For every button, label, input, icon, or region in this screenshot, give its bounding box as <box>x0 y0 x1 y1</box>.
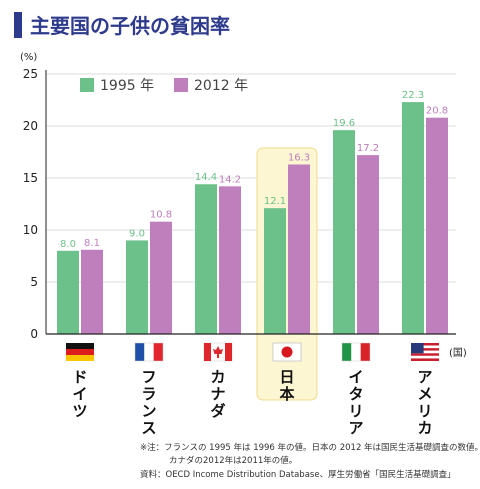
japan-flag <box>272 342 302 362</box>
x-tick-label: フランス <box>141 368 156 437</box>
data-label: 9.0 <box>129 228 145 239</box>
bar <box>57 250 79 334</box>
flag-stripe <box>66 349 94 355</box>
flag-border <box>341 342 371 362</box>
flag-stripe <box>411 345 439 349</box>
y-tick-label: 10 <box>23 223 38 237</box>
legend-swatch <box>80 78 94 92</box>
flag-stripe <box>342 343 352 361</box>
flag-stripe <box>204 343 211 361</box>
flag-stripe <box>66 355 94 361</box>
data-label: 17.2 <box>357 143 379 154</box>
y-tick-label: 20 <box>23 119 38 133</box>
x-tick-label: ドイツ <box>72 368 87 420</box>
data-label: 19.6 <box>333 118 355 129</box>
legend: 1995 年 2012 年 <box>80 78 248 94</box>
y-tick-label: 25 <box>23 67 38 81</box>
bar <box>219 186 241 334</box>
flag-stripe <box>225 343 232 361</box>
bar <box>126 240 148 334</box>
canada-flag <box>203 342 233 362</box>
flag-stripe <box>411 353 439 356</box>
flag-stripe <box>144 343 154 361</box>
bar <box>150 221 172 334</box>
bar <box>402 102 424 334</box>
data-label: 8.0 <box>60 239 76 250</box>
flag-stripe <box>360 343 370 361</box>
data-label: 16.3 <box>288 152 310 163</box>
data-label: 12.1 <box>264 196 286 207</box>
flag-canton <box>411 343 424 354</box>
source-line: 資料：OECD Income Distribution Database、厚生労… <box>140 470 456 480</box>
y-tick-label: 0 <box>30 327 38 341</box>
flag-border <box>134 342 164 362</box>
data-label: 8.1 <box>84 238 100 249</box>
bar <box>357 155 379 334</box>
labels: 0 5 10 15 20 25 (%) 8.0 8.1 ドイツ 9.0 10.8 フランス 14.4 14.… <box>20 52 467 437</box>
flag-stripe <box>153 343 163 361</box>
note-line-1: ※注：フランスの 1995 年は 1996 年の値。日本の 2012 年は国民生… <box>140 443 480 453</box>
france-flag <box>134 342 164 362</box>
flag-stripe <box>411 348 439 351</box>
x-tick-label: 日本 <box>279 368 294 403</box>
flag-disc <box>281 346 293 358</box>
bar <box>264 208 286 334</box>
flags <box>66 342 439 362</box>
y-tick-label: 15 <box>23 171 38 185</box>
y-tick-label: 5 <box>30 275 38 289</box>
flag-stripe <box>411 358 439 361</box>
bar <box>81 249 103 334</box>
legend-label: 1995 年 <box>100 78 154 94</box>
y-axis-label: (%) <box>20 52 37 63</box>
flag-stripe <box>411 350 439 354</box>
germany-flag <box>66 343 94 361</box>
bar <box>333 130 355 334</box>
flag-stripe <box>411 355 439 359</box>
flag-stripe <box>135 343 145 361</box>
legend-label: 2012 年 <box>194 78 248 94</box>
legend-swatch <box>174 78 188 92</box>
data-label: 14.4 <box>195 172 217 183</box>
bar <box>426 117 448 335</box>
data-label: 14.2 <box>219 174 241 185</box>
flag-stripe <box>351 343 361 361</box>
note-line-2: カナダの2012年は2011年の値。 <box>169 456 298 466</box>
usa-flag <box>411 343 439 361</box>
grid-lines <box>46 73 456 283</box>
chart-title: 主要国の子供の貧困率 <box>30 14 230 38</box>
data-label: 10.8 <box>150 210 172 221</box>
x-tick-label: アメリカ <box>417 368 432 437</box>
bar <box>288 164 310 334</box>
maple-leaf-icon <box>213 346 223 358</box>
flag-stripe <box>66 343 94 349</box>
title-accent-bar <box>14 12 22 38</box>
x-tick-label: イタリア <box>348 368 363 437</box>
bar <box>195 184 217 334</box>
flag-stripe <box>411 343 439 346</box>
italy-flag <box>341 342 371 362</box>
x-tick-label: カナダ <box>210 368 225 420</box>
bars <box>57 102 448 335</box>
data-label: 22.3 <box>402 90 424 101</box>
x-axis-label: (国) <box>449 347 467 359</box>
data-label: 20.8 <box>426 106 448 117</box>
axes <box>45 70 456 335</box>
